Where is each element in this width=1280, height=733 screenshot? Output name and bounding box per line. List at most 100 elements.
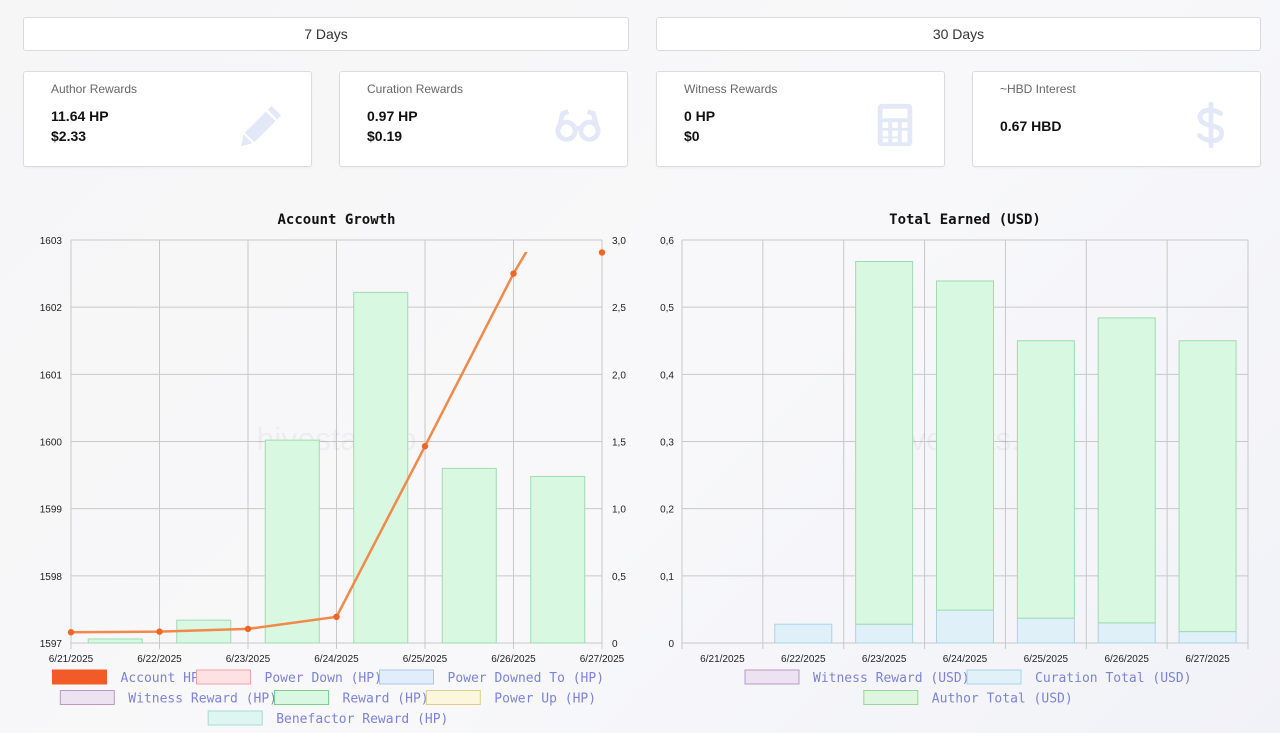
legend-label: Power Up (HP) [494,692,596,707]
curation-bar [1016,617,1075,644]
y-right-tick-label: 1,5 [612,438,626,449]
chart-title: Account Growth [277,212,395,228]
hbd-interest-value: 0.67 HBD [1000,118,1062,134]
legend-swatch [863,690,919,705]
card-title: Curation Rewards [367,82,464,96]
y-tick-label: 0,1 [660,572,674,583]
legend-label: Benefactor Reward (HP) [276,712,448,727]
y-right-tick-label: 1,0 [612,505,626,516]
curation-rewards-usd: $0.19 [367,128,403,144]
y-tick-label: 0,2 [660,505,674,516]
y-tick-label: 0,3 [660,438,674,449]
x-tick-label: 6/27/2025 [580,654,625,665]
x-tick-label: 6/25/2025 [403,654,448,665]
account-hp-point [510,270,517,277]
reward-bar [441,467,497,644]
author-rewards-card: Author Rewards 11.64 HP $2.33 [23,71,312,167]
author-bar [1016,340,1075,619]
legend-label: Witness Reward (USD) [813,671,970,686]
legend-label: Power Downed To (HP) [448,671,605,686]
account-hp-point [67,629,75,636]
dollar-icon [1197,102,1225,148]
x-tick-label: 6/21/2025 [700,654,745,665]
author-bar [1097,317,1156,624]
y-tick-label: 0,5 [660,303,674,314]
y-tick-label: 0,6 [660,236,674,247]
curation-bar [1097,622,1156,644]
author-bar [1178,340,1237,633]
y-left-tick-label: 1597 [40,639,63,650]
curation-rewards-card: Curation Rewards 0.97 HP $0.19 [339,71,628,167]
y-right-tick-label: 2,5 [612,303,626,314]
card-title: ~HBD Interest [1000,82,1076,96]
legend-label: Author Total (USD) [932,692,1073,707]
calculator-icon [877,103,913,147]
y-left-tick-label: 1601 [40,370,63,381]
seven-days-button[interactable]: 7 Days [23,17,629,51]
author-rewards-hp: 11.64 HP [51,108,109,124]
witness-rewards-usd: $0 [684,128,700,144]
x-tick-label: 6/21/2025 [49,654,94,665]
account-hp-point [244,625,252,633]
author-bar [855,260,914,625]
chart-title: Total Earned (USD) [889,212,1041,228]
x-tick-label: 6/25/2025 [1024,654,1069,665]
x-tick-label: 6/24/2025 [943,654,988,665]
y-left-tick-label: 1600 [40,438,63,449]
curation-bar [855,623,914,644]
legend-swatch [274,690,329,705]
legend-swatch [379,669,434,685]
author-bar [936,280,994,611]
legend-label: Account HP [121,671,199,686]
x-tick-label: 6/27/2025 [1185,654,1230,665]
x-tick-label: 6/26/2025 [491,654,536,665]
pencil-icon [240,105,282,147]
y-tick-label: 0 [668,639,674,650]
x-tick-label: 6/22/2025 [137,654,182,665]
account-hp-point [421,443,429,450]
x-tick-label: 6/23/2025 [226,654,271,665]
legend-swatch [425,690,481,705]
reward-bar [264,439,320,644]
reward-bar [353,291,409,644]
account-hp-point [333,613,340,621]
legend-swatch [744,669,800,685]
y-right-tick-label: 0,5 [612,572,626,583]
card-title: Witness Rewards [684,82,778,96]
y-left-tick-label: 1602 [40,303,63,314]
glasses-icon [555,109,601,142]
curation-bar [936,609,994,644]
curation-bar [774,623,833,644]
hbd-interest-card: ~HBD Interest 0.67 HBD [972,71,1261,167]
x-tick-label: 6/22/2025 [781,654,826,665]
y-left-tick-label: 1599 [40,505,63,516]
y-tick-label: 0,4 [660,370,674,381]
witness-rewards-card: Witness Rewards 0 HP $0 [656,71,945,167]
reward-bar [530,475,586,644]
thirty-days-button[interactable]: 30 Days [656,17,1261,51]
legend-swatch [52,669,107,685]
legend-label: Witness Reward (HP) [128,692,277,707]
total-earned-chart: Total Earned (USD) 0 0,1 0,2 0,3 0,4 0,5 0,6 6/2… [660,212,1249,707]
card-title: Author Rewards [51,82,138,96]
legend-swatch [207,710,263,726]
legend-swatch [196,669,251,685]
legend-label: Curation Total (USD) [1035,671,1192,686]
y-left-tick-label: 1598 [40,572,63,583]
account-hp-point [156,628,163,635]
x-tick-label: 6/24/2025 [314,654,359,665]
x-tick-label: 6/23/2025 [862,654,907,665]
reward-bar [87,638,143,644]
witness-rewards-hp: 0 HP [684,108,716,124]
legend-swatch [59,690,115,705]
account-growth-chart: Account Growth 1597 1598 1599 1600 1601 1602 16… [40,212,627,727]
y-left-tick-label: 1603 [40,236,63,247]
legend-swatch [966,669,1022,685]
y-right-tick-label: 2,0 [612,370,626,381]
legend-label: Power Down (HP) [265,671,382,686]
x-tick-label: 6/26/2025 [1104,654,1149,665]
account-hp-point [598,249,606,256]
y-right-tick-label: 3,0 [612,236,626,247]
legend-label: Reward (HP) [343,692,429,707]
y-right-tick-label: 0 [612,639,618,650]
